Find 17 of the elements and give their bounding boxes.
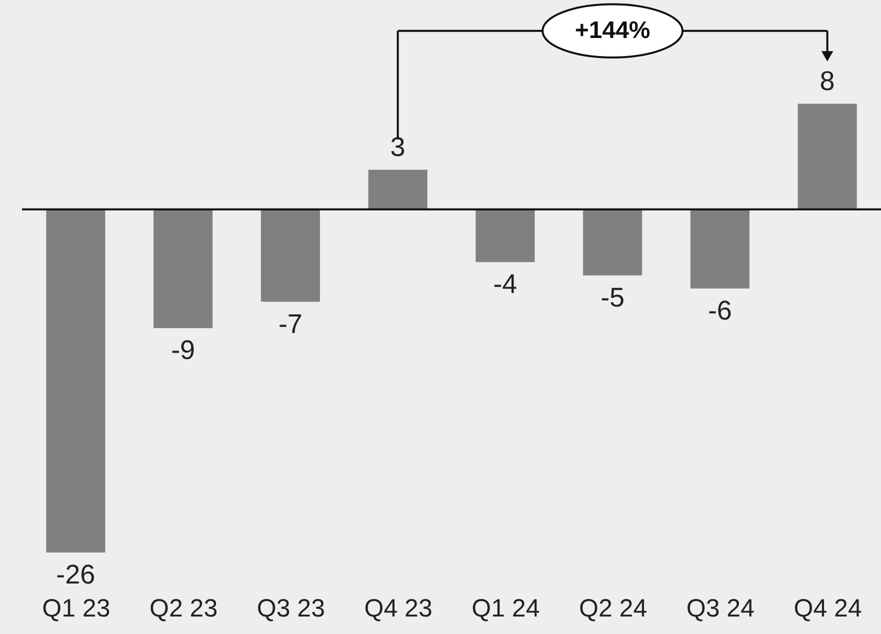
x-tick-label: Q4 24 xyxy=(794,594,862,622)
x-tick-label: Q2 23 xyxy=(150,594,218,622)
x-tick-label: Q3 24 xyxy=(686,594,755,622)
data-label: 3 xyxy=(390,132,406,162)
data-label: -26 xyxy=(56,560,96,590)
data-label: -7 xyxy=(278,308,302,339)
data-label: -5 xyxy=(600,282,625,312)
text: +144% xyxy=(574,16,650,44)
x-tick-label: Q1 23 xyxy=(42,594,110,622)
x-tick-label: Q4 23 xyxy=(364,594,432,622)
data-label: -6 xyxy=(708,296,732,326)
x-tick-label: Q2 24 xyxy=(579,594,648,622)
x-tick-label: Q1 24 xyxy=(472,594,540,622)
data-label: 8 xyxy=(820,66,835,96)
data-label: -9 xyxy=(171,335,196,366)
data-label: -4 xyxy=(493,269,518,300)
x-tick-label: Q3 23 xyxy=(256,594,325,622)
